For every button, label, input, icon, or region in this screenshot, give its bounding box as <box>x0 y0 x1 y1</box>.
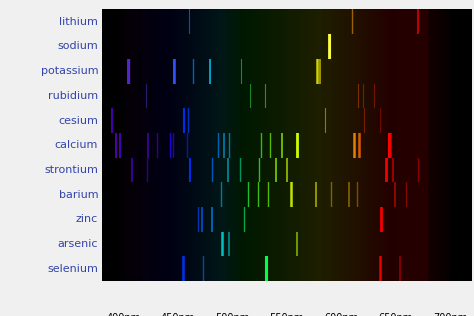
Text: sodium: sodium <box>57 41 98 52</box>
Text: rubidium: rubidium <box>48 91 98 101</box>
Text: arsenic: arsenic <box>58 239 98 249</box>
Text: strontium: strontium <box>45 165 98 175</box>
Text: cesium: cesium <box>58 116 98 125</box>
Text: zinc: zinc <box>76 214 98 224</box>
Text: selenium: selenium <box>47 264 98 274</box>
Text: barium: barium <box>59 190 98 200</box>
Text: lithium: lithium <box>59 17 98 27</box>
Text: potassium: potassium <box>41 66 98 76</box>
Text: calcium: calcium <box>55 140 98 150</box>
